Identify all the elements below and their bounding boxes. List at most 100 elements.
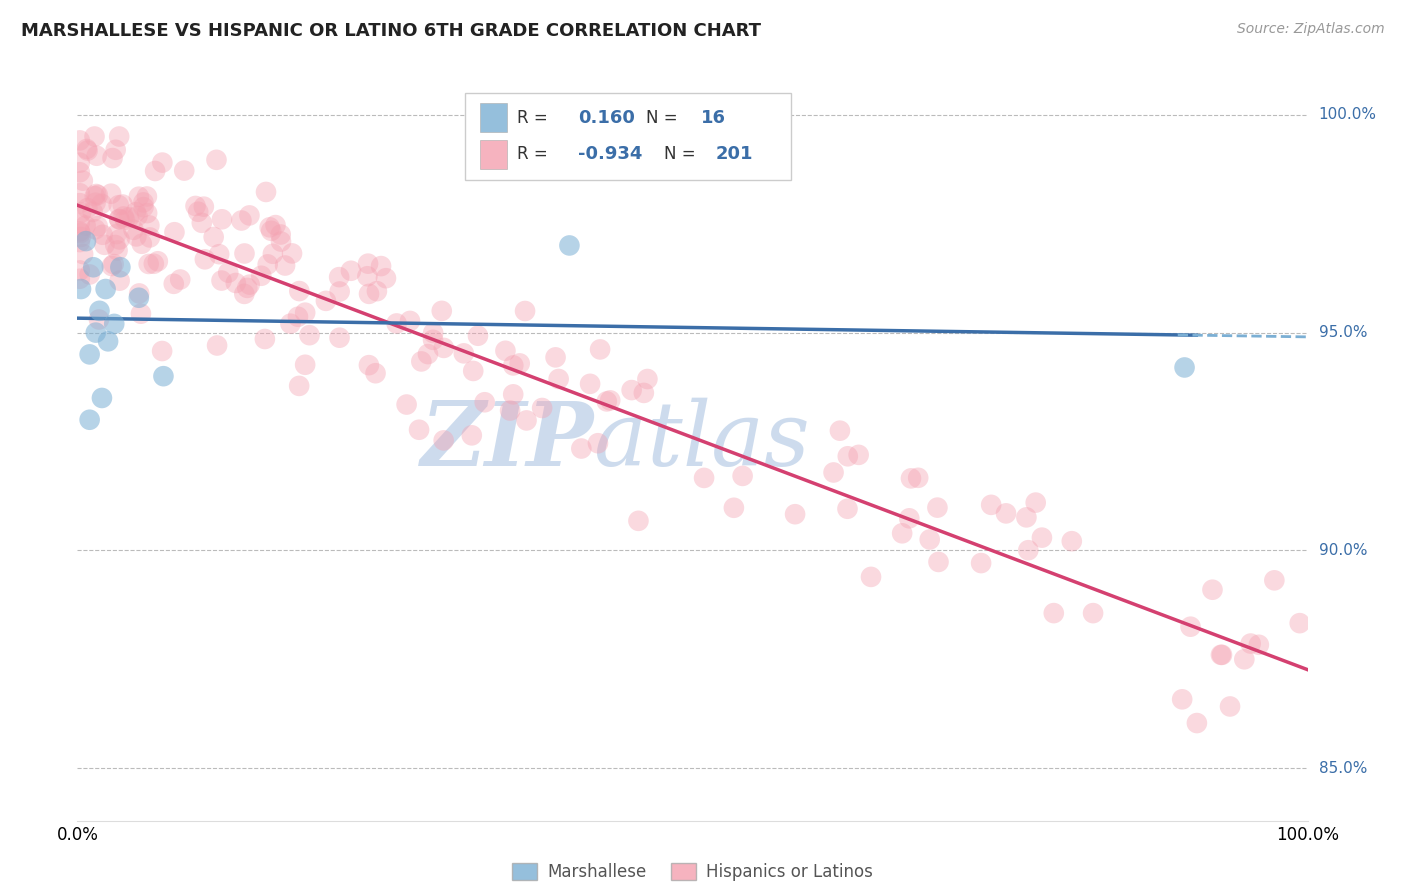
Point [627,514,650,528]
Point [599,393,621,408]
Point [1060,534,1083,549]
Point [364,366,387,380]
Point [723,500,745,515]
Point [823,466,845,480]
Text: R =: R = [516,109,553,127]
Point [288,379,311,393]
Point [79,268,101,282]
Point [596,394,619,409]
Point [474,395,496,409]
Text: 90.0%: 90.0% [1319,543,1367,558]
Point [105,227,128,241]
Text: 85.0%: 85.0% [1319,761,1367,776]
Point [97,334,120,349]
Point [395,398,418,412]
Point [1025,495,1047,509]
Point [356,269,378,284]
Point [104,143,127,157]
Point [89,303,111,318]
Point [193,200,215,214]
Point [399,314,422,328]
Point [927,500,949,515]
Point [75,234,97,248]
Text: N =: N = [664,145,702,163]
Point [502,387,524,401]
Point [375,271,398,285]
Point [100,186,122,201]
Point [422,333,444,347]
Point [103,257,125,271]
Point [783,507,806,521]
Point [918,533,941,547]
Point [253,332,276,346]
Point [260,224,283,238]
Text: atlas: atlas [595,398,810,485]
Point [132,200,155,214]
Point [238,208,260,222]
Point [104,238,127,252]
Point [69,165,91,179]
Point [211,274,233,288]
Point [69,272,91,286]
Point [225,276,247,290]
Point [416,347,439,361]
Point [693,471,716,485]
Point [128,190,150,204]
FancyBboxPatch shape [479,140,506,169]
Point [731,469,754,483]
Point [191,216,214,230]
Point [131,236,153,251]
Point [187,204,209,219]
Point [357,358,380,372]
Point [636,372,658,386]
Point [211,212,233,227]
Point [233,286,256,301]
Point [281,246,304,260]
Point [370,259,392,273]
Point [69,225,91,239]
Point [422,326,444,340]
Point [254,185,277,199]
Point [828,424,851,438]
Point [173,163,195,178]
Point [287,310,309,324]
Point [1288,616,1310,631]
Point [1081,606,1104,620]
Point [239,277,262,292]
Point [69,196,91,211]
Point [633,385,655,400]
Point [430,304,453,318]
Point [75,219,97,233]
Point [101,151,124,165]
Point [288,284,311,298]
Point [82,260,104,275]
Point [589,343,612,357]
Point [108,232,131,246]
Point [79,413,101,427]
Point [1201,582,1223,597]
Point [84,222,107,236]
Point [83,189,105,203]
Point [76,144,98,158]
Point [150,344,173,359]
Text: MARSHALLESE VS HISPANIC OR LATINO 6TH GRADE CORRELATION CHART: MARSHALLESE VS HISPANIC OR LATINO 6TH GR… [21,22,761,40]
Point [69,216,91,230]
Point [494,343,516,358]
Point [231,213,253,227]
Text: ZIP: ZIP [420,399,595,484]
Point [569,442,592,456]
Point [143,164,166,178]
Point [1031,531,1053,545]
Point [217,266,239,280]
Point [69,133,91,147]
Point [79,347,101,361]
Point [107,198,129,212]
Point [236,281,259,295]
Point [259,220,281,235]
Point [1263,574,1285,588]
Point [84,326,107,340]
Point [127,209,149,223]
Point [142,257,165,271]
Point [108,211,131,226]
Point [69,155,91,169]
